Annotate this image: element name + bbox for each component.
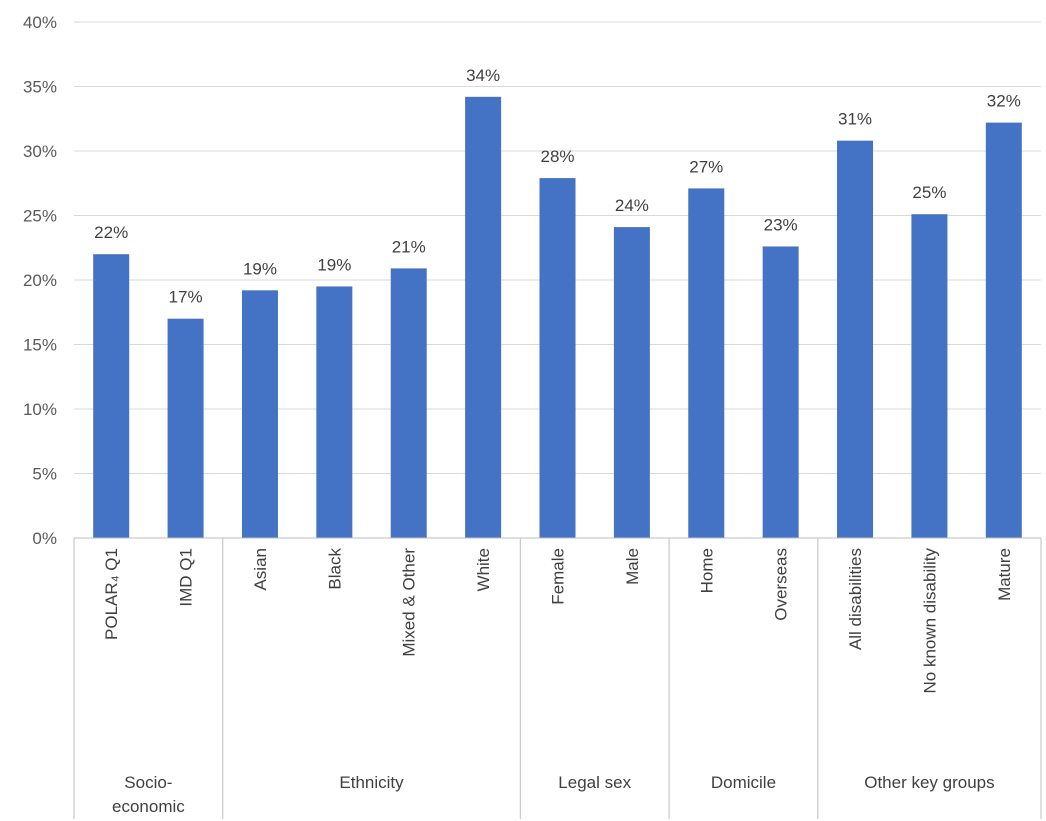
group-label: Legal sex: [558, 773, 631, 792]
y-axis-ticks: 0% 5% 10% 15% 20% 25% 30% 35% 40%: [23, 13, 57, 548]
data-labels: 22% 17% 19% 19% 21% 34% 28% 24% 27% 23% 31% 25% 32%: [94, 66, 1021, 307]
data-label: 19%: [243, 259, 277, 278]
data-label: 19%: [317, 255, 351, 274]
bar: [837, 140, 874, 538]
bar: [316, 286, 353, 538]
data-label: 17%: [169, 288, 203, 307]
y-tick-label: 15%: [23, 336, 57, 355]
category-label: Black: [325, 548, 344, 590]
y-tick-label: 35%: [23, 78, 57, 97]
bar: [985, 122, 1022, 539]
data-label: 28%: [540, 147, 574, 166]
group-label: Domicile: [711, 773, 776, 792]
group-label: Socio-economic: [112, 773, 185, 816]
category-labels: POLAR₄ Q1 IMD Q1 Asian Black Mixed & Other Wh…: [102, 548, 1014, 694]
data-label: 25%: [912, 183, 946, 202]
y-tick-label: 0%: [32, 529, 57, 548]
bar: [539, 178, 576, 538]
group-label: Ethnicity: [339, 773, 404, 792]
category-label: POLAR₄ Q1: [102, 548, 121, 640]
group-label-line: Legal sex: [558, 773, 631, 792]
y-tick-label: 10%: [23, 400, 57, 419]
category-label: Male: [623, 548, 642, 585]
group-label-line: Other key groups: [864, 773, 994, 792]
data-label: 21%: [392, 237, 426, 256]
category-label: Asian: [251, 548, 270, 591]
data-label: 27%: [689, 157, 723, 176]
x-axis: [73, 537, 1042, 819]
bar: [93, 254, 130, 538]
category-label: IMD Q1: [177, 548, 196, 607]
category-label: No known disability: [920, 548, 939, 694]
group-label-line: economic: [112, 797, 185, 816]
data-label: 22%: [94, 223, 128, 242]
bar: [167, 318, 204, 538]
bar: [911, 214, 948, 538]
y-tick-label: 20%: [23, 271, 57, 290]
data-label: 31%: [838, 110, 872, 129]
category-label: Mixed & Other: [400, 548, 419, 657]
bar: [465, 96, 502, 538]
bar: [688, 188, 725, 538]
category-label: Mature: [995, 548, 1014, 601]
data-label: 24%: [615, 196, 649, 215]
category-label: Overseas: [772, 548, 791, 621]
bar: [241, 290, 278, 538]
group-label-line: Ethnicity: [339, 773, 404, 792]
data-label: 32%: [987, 92, 1021, 111]
data-label: 23%: [764, 215, 798, 234]
y-tick-label: 40%: [23, 13, 57, 32]
bar: [390, 268, 427, 538]
y-tick-label: 25%: [23, 207, 57, 226]
bar: [613, 227, 650, 539]
data-label: 34%: [466, 66, 500, 85]
y-tick-label: 30%: [23, 142, 57, 161]
category-label: All disabilities: [846, 548, 865, 650]
group-label-line: Socio-: [124, 773, 172, 792]
category-label: White: [474, 548, 493, 591]
group-label: Other key groups: [864, 773, 994, 792]
group-label-line: Domicile: [711, 773, 776, 792]
bars: [93, 96, 1022, 539]
category-label: Home: [697, 548, 716, 593]
y-tick-label: 5%: [32, 465, 57, 484]
bar: [762, 246, 799, 538]
group-labels: Socio-economic Ethnicity Legal sex Domicile…: [112, 773, 995, 816]
category-label: Female: [549, 548, 568, 605]
